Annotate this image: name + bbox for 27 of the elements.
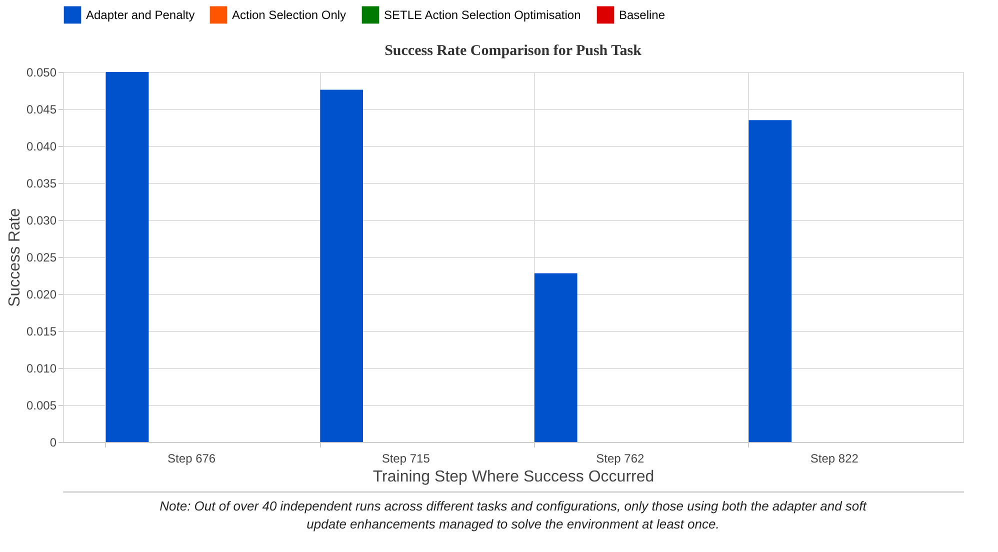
y-tick-label: 0.035	[26, 176, 57, 190]
x-tick-label: Step 715	[382, 452, 430, 466]
y-tick-label: 0	[50, 436, 57, 450]
y-axis-title: Success Rate	[6, 208, 24, 307]
y-tick-label: 0.020	[26, 288, 57, 302]
text: Note: Out of over 40 independent runs across different tasks and configurations, only those using both the adapter and soft update enhancements managed to solve the environment at least once.	[160, 498, 868, 532]
y-tick-label: 0.025	[26, 250, 57, 264]
x-tick-label: Step 822	[810, 452, 859, 466]
legend-label: Baseline	[619, 8, 666, 22]
legend-label: Action Selection Only	[232, 8, 346, 22]
y-tick-label: 0.040	[26, 140, 57, 154]
legend-label: SETLE Action Selection Optimisation	[384, 8, 581, 22]
bar	[534, 273, 578, 442]
y-tick-label: 0.050	[26, 66, 57, 80]
y-tick-label: 0.045	[26, 102, 57, 116]
x-axis-title: Training Step Where Success Occurred	[372, 468, 654, 486]
y-tick-label: 0.005	[26, 398, 57, 412]
y-tick-label: 0.030	[26, 214, 57, 228]
bar	[748, 120, 792, 442]
y-tick-label: 0.010	[26, 362, 57, 376]
bar	[106, 72, 149, 442]
y-tick-label: 0.015	[26, 324, 57, 338]
x-tick-label: Step 676	[168, 452, 216, 466]
x-tick-label: Step 762	[596, 452, 644, 466]
legend-label: Adapter and Penalty	[86, 8, 195, 22]
bar	[320, 90, 363, 442]
chart-title: Success Rate Comparison for Push Task	[384, 43, 642, 59]
